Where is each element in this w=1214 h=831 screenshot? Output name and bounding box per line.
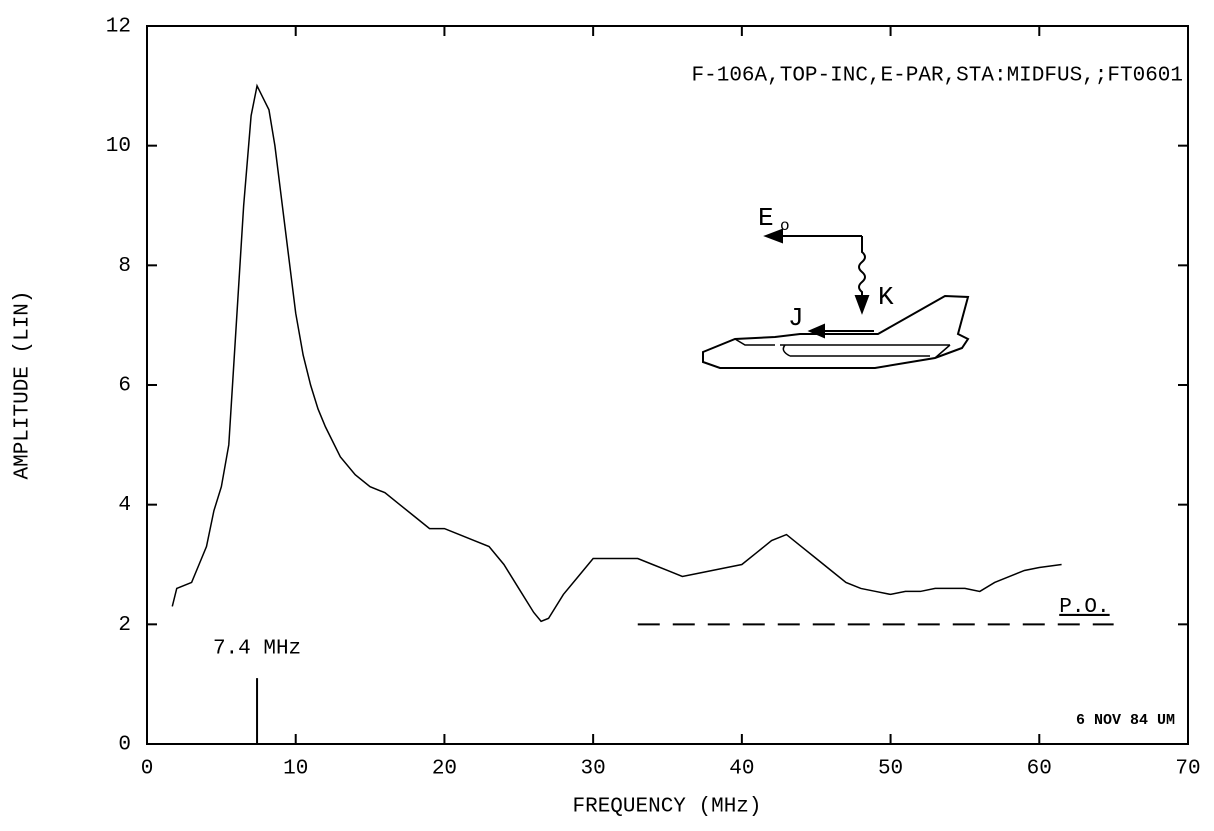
x-tick-label: 30 <box>581 758 606 781</box>
y-tick-label: 0 <box>118 734 131 757</box>
inset-label: o <box>780 217 790 235</box>
y-axis-label: AMPLITUDE (LIN) <box>12 290 35 479</box>
arrow-head <box>854 295 870 315</box>
y-tick-label: 2 <box>118 614 131 637</box>
inset-label: J <box>788 303 804 333</box>
aircraft-detail <box>734 338 951 359</box>
x-tick-label: 40 <box>729 758 754 781</box>
y-tick-label: 4 <box>118 494 131 517</box>
y-tick-label: 10 <box>106 135 131 158</box>
plot-frame <box>146 25 1189 745</box>
arrow-head <box>807 323 825 339</box>
inset-label: K <box>878 282 894 312</box>
series-label: P.O. <box>1059 596 1109 619</box>
x-tick-label: 70 <box>1175 758 1200 781</box>
y-tick-label: 12 <box>106 16 131 39</box>
marker-label: 7.4 MHz <box>213 638 301 661</box>
arrow-head <box>763 228 783 244</box>
x-axis-label: FREQUENCY (MHz) <box>572 796 761 819</box>
x-tick-label: 50 <box>878 758 903 781</box>
x-tick-label: 20 <box>432 758 457 781</box>
wave-arrow <box>858 236 866 300</box>
x-tick-label: 0 <box>141 758 154 781</box>
inset-label: E <box>758 203 774 233</box>
x-tick-label: 10 <box>283 758 308 781</box>
aircraft <box>702 294 970 369</box>
footnote: 6 NOV 84 UM <box>1076 712 1175 729</box>
inset-diagram <box>702 228 970 369</box>
y-tick-label: 6 <box>118 375 131 398</box>
y-tick-label: 8 <box>118 255 131 278</box>
data-line <box>171 83 1062 623</box>
chart-title: F-106A,TOP-INC,E-PAR,STA:MIDFUS,;FT0601 <box>692 65 1183 88</box>
x-tick-label: 60 <box>1027 758 1052 781</box>
